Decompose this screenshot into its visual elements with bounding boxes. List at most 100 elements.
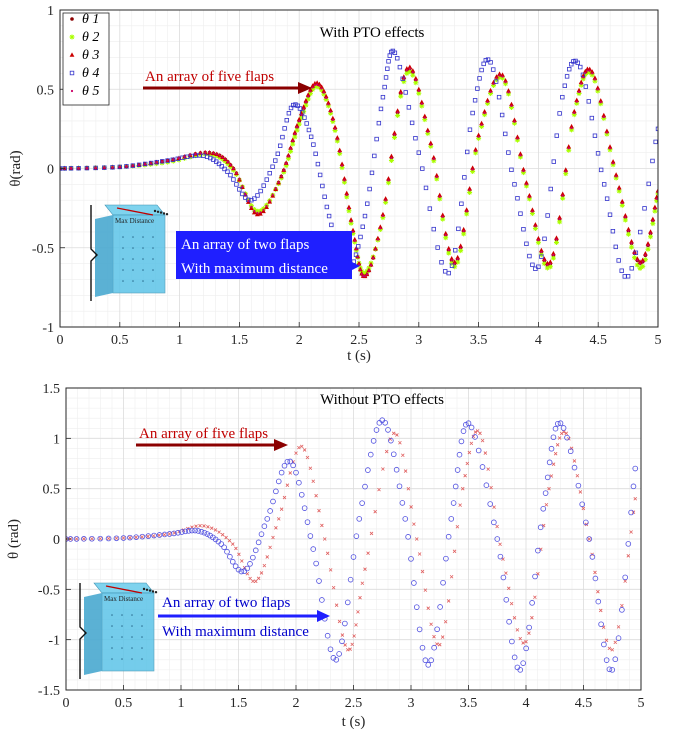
data-point [155,161,158,164]
data-point [483,451,488,455]
y-tick-label: 1.5 [43,382,61,397]
data-point [625,274,631,279]
data-point [228,172,233,178]
data-point [293,132,296,136]
data-point [541,256,547,261]
data-point [546,459,553,466]
data-point [213,528,218,532]
data-point [392,134,398,140]
data-point [260,206,266,212]
data-point [330,115,336,121]
data-point [562,83,568,88]
data-point [462,175,467,180]
data-point [571,464,578,471]
data-point [322,91,325,94]
data-point [324,632,331,639]
x-tick-label: 0 [63,696,70,711]
data-point [547,264,553,270]
data-point [483,112,486,115]
data-point [334,138,340,144]
data-point [573,111,576,115]
data-point [341,179,347,185]
data-point [229,558,236,565]
data-point [274,187,277,190]
data-point [604,128,610,133]
data-point [509,601,514,606]
chart-title: Without PTO effects [320,392,444,408]
data-point [468,424,475,431]
data-point [655,197,658,200]
data-point [251,579,255,584]
data-point [323,93,329,99]
data-point [380,211,386,217]
data-point [455,524,460,529]
data-point [579,501,585,508]
inset-grid-dot [142,236,144,238]
data-point [232,563,239,570]
data-point [374,248,377,251]
data-point [320,523,324,528]
data-point [347,576,354,583]
data-point [578,82,584,88]
data-point [514,137,520,143]
inset-front-face [101,592,155,672]
data-point [222,166,227,172]
data-point [416,90,422,96]
data-point [304,101,308,104]
data-point [540,505,547,512]
data-point [555,420,561,427]
data-point [511,654,518,661]
data-point [625,541,632,547]
data-point [459,201,464,206]
data-point [307,533,314,539]
data-point [139,533,146,540]
data-point [480,123,483,127]
data-point [410,72,416,78]
x-tick-label: 0.5 [115,696,133,711]
data-point [160,160,164,163]
data-point [450,259,453,262]
inset-distance-line [116,207,154,216]
data-point [431,154,437,160]
data-point [496,94,502,100]
data-point [575,100,578,103]
data-point [251,207,257,213]
data-point [293,469,299,476]
data-point [578,64,583,70]
data-point [491,82,497,88]
inset-grid-dot [121,625,123,627]
data-point [170,157,175,162]
data-point [380,215,386,221]
data-point [426,606,431,610]
data-point [314,83,320,89]
data-point [519,154,522,157]
data-point [253,579,258,584]
data-point [544,265,550,271]
data-point [517,154,523,160]
data-point [512,616,517,620]
data-point [517,667,524,673]
data-point [576,90,582,96]
data-point [423,116,426,119]
data-point [328,107,333,112]
data-point [356,516,363,522]
data-point [541,261,547,267]
data-point [615,175,618,178]
data-point [482,108,487,114]
data-point [598,608,603,613]
data-point [539,547,543,552]
data-point [288,148,294,154]
data-point [324,204,330,210]
inset-label: Max Distance [115,217,154,225]
data-point [417,89,420,93]
data-point [390,156,393,160]
data-point [275,478,282,485]
inset-grid-dot [121,614,123,616]
data-point [547,259,553,264]
data-point [252,196,257,201]
data-point [175,529,181,536]
data-point [322,537,327,541]
x-tick-label: 0.5 [111,333,129,348]
data-point [329,222,334,228]
data-point [251,209,257,215]
